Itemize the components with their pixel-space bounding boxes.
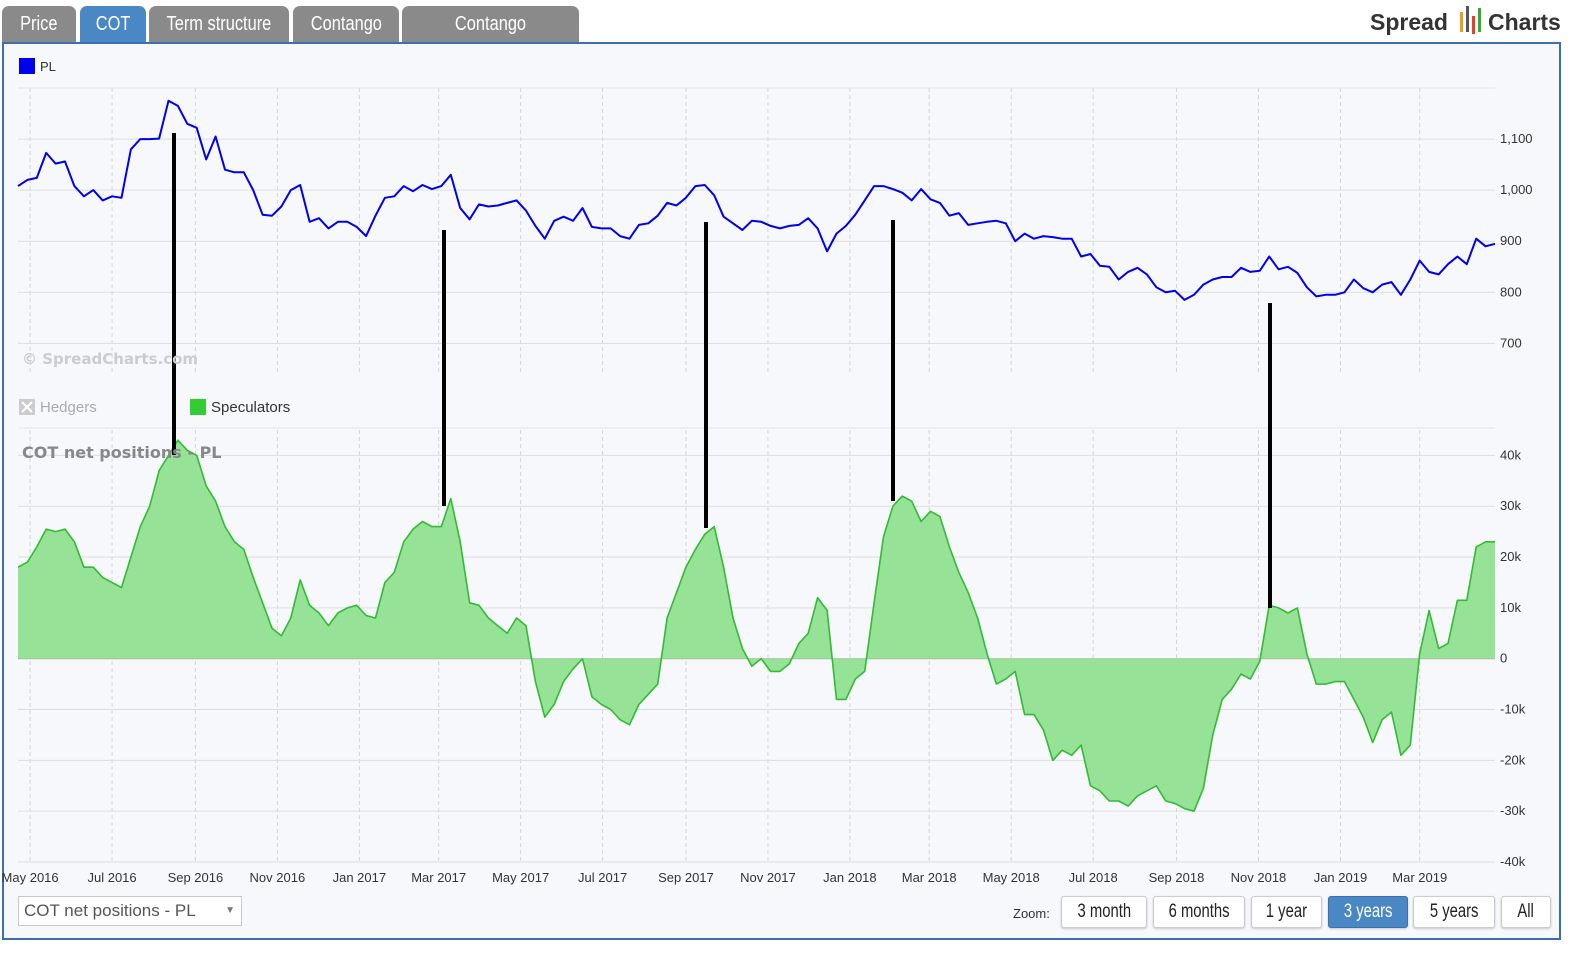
legend-pl[interactable]: PL [19, 58, 56, 74]
logo-word-spread: Spread [1370, 9, 1448, 35]
cot-y-tick-label: -30k [1500, 803, 1526, 818]
tab-contango[interactable]: Contango [293, 6, 399, 42]
zoom-5-years-button[interactable]: 5 years [1413, 896, 1495, 928]
tab-term-structure-label: Term structure [166, 13, 272, 35]
x-tick-label: May 2018 [983, 870, 1040, 885]
x-tick-label: May 2017 [492, 870, 549, 885]
legend-pl-label: PL [40, 59, 56, 74]
series-select[interactable]: COT net positions - PL ▼ [18, 896, 242, 926]
price-y-tick-label: 800 [1500, 284, 1522, 299]
cot-y-tick-label: 20k [1500, 549, 1521, 564]
x-tick-label: Jan 2017 [333, 870, 387, 885]
cot-y-tick-label: 10k [1500, 600, 1521, 615]
tab-price-label: Price [20, 13, 58, 35]
x-tick-label: Sep 2016 [168, 870, 224, 885]
zoom-6-months-label: 6 months [1168, 901, 1230, 922]
legend-hedgers[interactable]: Hedgers [19, 399, 97, 416]
logo-word-charts: Charts [1488, 9, 1561, 35]
cot-y-tick-label: -40k [1500, 854, 1526, 869]
series-select-value: COT net positions - PL [24, 901, 196, 920]
x-tick-label: Jan 2019 [1314, 870, 1368, 885]
zoom-label: Zoom: [1013, 906, 1050, 921]
x-tick-label: May 2016 [2, 870, 59, 885]
x-tick-label: Jul 2017 [578, 870, 627, 885]
speculators-series-line [17, 439, 1495, 812]
cot-y-tick-label: 40k [1500, 447, 1521, 462]
x-tick-label: Mar 2019 [1392, 870, 1447, 885]
x-tick-label: Nov 2017 [740, 870, 796, 885]
x-tick-label: Nov 2016 [250, 870, 306, 885]
zoom-all-label: All [1517, 901, 1535, 922]
speculators-area-fill [18, 440, 1495, 812]
price-y-tick-label: 700 [1500, 335, 1522, 350]
x-tick-label: Jul 2016 [87, 870, 136, 885]
price-y-tick-label: 1,000 [1500, 182, 1533, 197]
legend-pl-swatch [19, 58, 35, 74]
cot-y-tick-label: -20k [1500, 752, 1526, 767]
legend-hedgers-label: Hedgers [40, 399, 97, 416]
zoom-3-month-label: 3 month [1077, 901, 1131, 922]
cot-y-tick-label: 30k [1500, 498, 1521, 513]
price-y-tick-label: 1,100 [1500, 131, 1533, 146]
chevron-down-icon: ▼ [225, 905, 235, 916]
zoom-5-years-label: 5 years [1429, 901, 1479, 922]
price-series-line [17, 99, 1496, 301]
bar-chart-icon [1460, 6, 1481, 34]
x-tick-label: Mar 2017 [411, 870, 466, 885]
zoom-all-button[interactable]: All [1501, 896, 1551, 928]
zoom-3-month-button[interactable]: 3 month [1061, 896, 1147, 928]
zoom-1-year-label: 1 year [1265, 901, 1308, 922]
spreadcharts-logo: Spread Charts [1370, 4, 1570, 40]
zoom-1-year-button[interactable]: 1 year [1251, 896, 1322, 928]
tab-price[interactable]: Price [2, 6, 76, 42]
x-tick-label: Jan 2018 [823, 870, 877, 885]
watermark: © SpreadCharts.com [22, 350, 198, 368]
cot-y-tick-label: -10k [1500, 702, 1526, 717]
price-y-tick-label: 900 [1500, 233, 1522, 248]
tab-cot[interactable]: COT [80, 6, 146, 42]
cot-y-tick-label: 0 [1500, 651, 1507, 666]
tab-term-structure[interactable]: Term structure [149, 6, 289, 42]
cot-chart-title: COT net positions - PL [22, 443, 221, 462]
x-tick-label: Nov 2018 [1231, 870, 1287, 885]
zoom-3-years-button[interactable]: 3 years [1328, 896, 1408, 928]
legend-speculators-swatch [190, 399, 206, 415]
close-icon [21, 401, 33, 413]
x-tick-label: Mar 2018 [902, 870, 957, 885]
zoom-6-months-button[interactable]: 6 months [1153, 896, 1245, 928]
tab-cot-label: COT [95, 13, 131, 35]
x-tick-label: Jul 2018 [1069, 870, 1118, 885]
x-tick-label: Sep 2018 [1149, 870, 1205, 885]
x-tick-label: Sep 2017 [658, 870, 714, 885]
legend-speculators-label: Speculators [211, 399, 290, 416]
chart-frame [2, 42, 1561, 940]
zoom-3-years-label: 3 years [1343, 901, 1393, 922]
legend-speculators[interactable]: Speculators [190, 399, 290, 416]
tab-contango-label: Contango [310, 13, 382, 35]
